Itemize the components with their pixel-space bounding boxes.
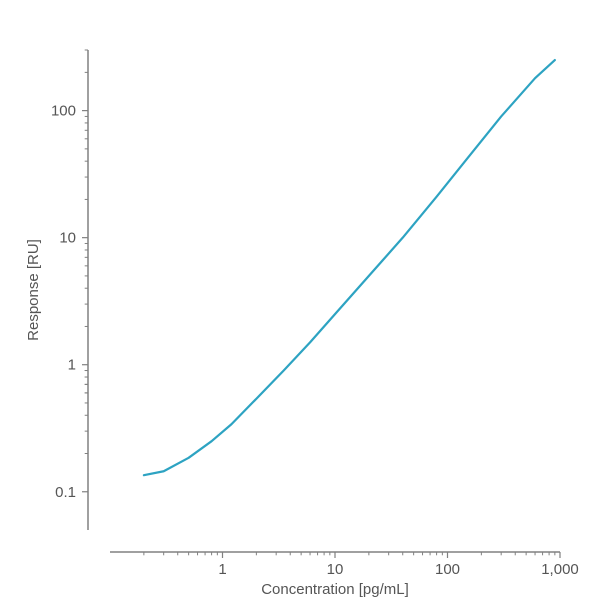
response-concentration-chart: 0.1 1 10 100 1 10 100 1,000 Concentration [pg/mL… bbox=[0, 0, 600, 600]
y-tick-label: 10 bbox=[59, 230, 76, 247]
x-axis-title: Concentration [pg/mL] bbox=[261, 581, 409, 598]
x-tick-label: 10 bbox=[327, 561, 344, 578]
y-axis-title: Response [RU] bbox=[25, 239, 42, 341]
y-tick-label: 1 bbox=[68, 357, 76, 374]
x-tick-label: 1,000 bbox=[541, 561, 579, 578]
x-tick-label: 100 bbox=[435, 561, 460, 578]
x-tick-label: 1 bbox=[218, 561, 226, 578]
y-tick-label: 100 bbox=[51, 103, 76, 120]
chart-container: 0.1 1 10 100 1 10 100 1,000 Concentration [pg/mL… bbox=[0, 0, 600, 600]
y-tick-label: 0.1 bbox=[55, 484, 76, 501]
